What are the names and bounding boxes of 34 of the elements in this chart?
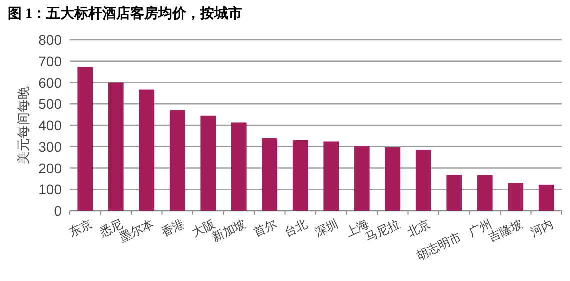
x-tick-label: 香港: [159, 217, 187, 240]
bar: [262, 138, 278, 211]
y-tick-label: 800: [38, 32, 62, 48]
bar: [446, 175, 462, 211]
bar: [231, 122, 247, 211]
y-axis-title: 美元每间每晚: [16, 86, 31, 164]
y-tick-label: 200: [38, 160, 62, 176]
bar: [170, 110, 186, 211]
bar: [324, 142, 340, 211]
bar: [200, 116, 216, 211]
x-tick-label: 首尔: [251, 217, 280, 240]
bar: [508, 183, 524, 211]
y-tick-label: 0: [54, 203, 62, 219]
bar: [78, 67, 94, 211]
x-tick-label: 北京: [405, 217, 433, 240]
bar: [354, 146, 370, 211]
bar: [477, 175, 493, 211]
chart-title: 图 1：五大标杆酒店客房均价，按城市: [8, 5, 242, 22]
y-tick-label: 500: [38, 96, 62, 112]
y-tick-label: 100: [38, 182, 62, 198]
bar: [385, 148, 401, 211]
x-tick-label: 深圳: [312, 217, 341, 240]
y-tick-label: 300: [38, 138, 62, 155]
y-tick-label: 700: [38, 53, 62, 70]
x-tick-label: 河内: [528, 217, 556, 240]
bar: [139, 90, 155, 211]
bar: [416, 150, 432, 211]
bar: [538, 184, 554, 211]
y-tick-label: 600: [38, 74, 62, 91]
x-tick-label: 东京: [66, 217, 95, 240]
y-tick-label: 400: [38, 118, 62, 134]
bar: [108, 82, 124, 211]
x-tick-label: 台北: [282, 217, 310, 240]
bar: [292, 140, 308, 211]
